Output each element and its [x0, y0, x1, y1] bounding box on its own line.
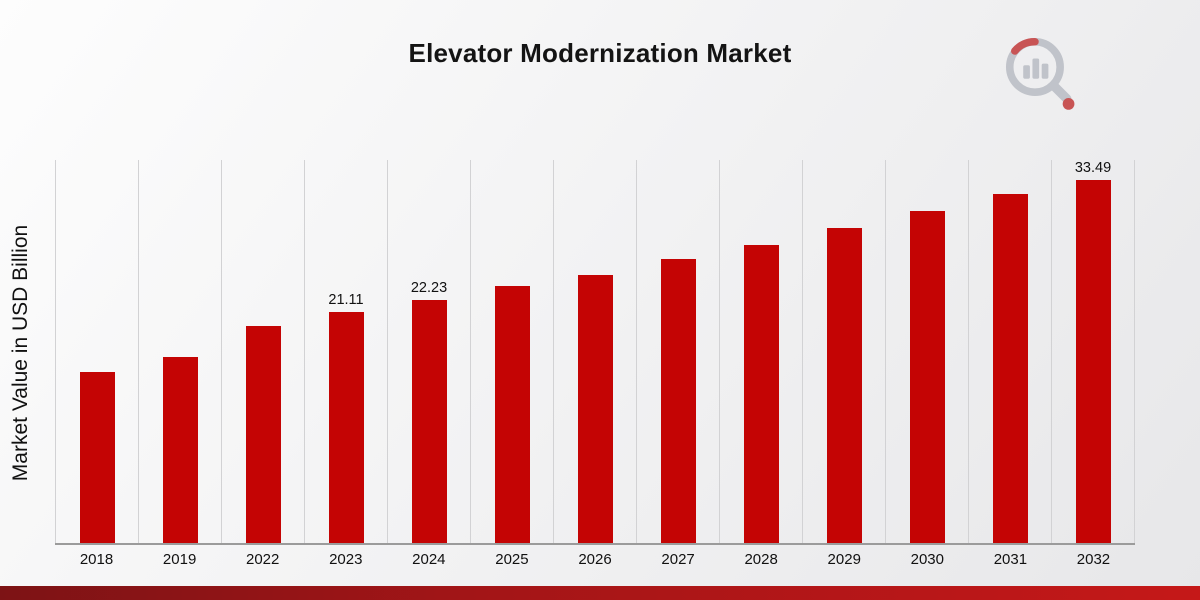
bar-column-2024: 22.23: [387, 160, 470, 543]
x-tick-label-2031: 2031: [993, 551, 1028, 568]
bar-2019: [162, 356, 198, 543]
bar-column-2025: [470, 160, 553, 543]
bar-column-2018: [55, 160, 138, 543]
bar-2028: [743, 245, 779, 543]
x-tick-label-2028: 2028: [744, 551, 778, 568]
brand-logo-icon: [1005, 37, 1075, 110]
bar-column-2029: [802, 160, 885, 543]
bar-column-2027: [636, 160, 719, 543]
bar-2025: [494, 285, 530, 543]
bar-value-label-2032: 33.49: [1074, 160, 1112, 176]
chart-header: Elevator Modernization Market: [0, 38, 1200, 69]
bar-2032: [1075, 180, 1111, 543]
bar-column-2030: [885, 160, 968, 543]
x-tick-label-2027: 2027: [661, 551, 695, 568]
bar-column-2028: [719, 160, 802, 543]
bar-column-2022: [221, 160, 304, 543]
x-tick-label-2024: 2024: [412, 551, 446, 568]
x-tick-label-2025: 2025: [495, 551, 529, 568]
x-tick-label-2023: 2023: [329, 551, 363, 568]
bar-2026: [577, 274, 613, 543]
plot-area: 21.11 22.23 33.49: [55, 160, 1135, 545]
bar-column-2026: [553, 160, 636, 543]
bar-2023: [328, 312, 364, 543]
x-tick-label-2032: 2032: [1076, 551, 1111, 568]
x-tick-label-2018: 2018: [79, 551, 114, 568]
y-axis-label: Market Value in USD Billion: [9, 224, 33, 481]
x-axis-labels: 2018 2019 2022 2023 2024 2025 2026 2027 2028 2029…: [55, 551, 1135, 568]
bar-2031: [992, 193, 1028, 543]
bar-2029: [826, 227, 862, 543]
bar-2022: [245, 326, 281, 543]
x-tick-label-2026: 2026: [578, 551, 612, 568]
x-tick-label-2030: 2030: [910, 551, 944, 568]
bar-column-2019: [138, 160, 221, 543]
bottom-red-ribbon: [0, 586, 1200, 600]
bar-column-2031: [968, 160, 1051, 543]
bar-2030: [909, 211, 945, 543]
bar-2018: [79, 372, 115, 543]
bar-column-2023: 21.11: [304, 160, 387, 543]
x-tick-label-2019: 2019: [162, 551, 197, 568]
y-axis-label-wrap: Market Value in USD Billion: [4, 160, 38, 545]
bar-column-2032: 33.49: [1051, 160, 1135, 543]
x-tick-label-2022: 2022: [246, 551, 280, 568]
bar-value-label-2023: 21.11: [328, 292, 364, 308]
x-tick-label-2029: 2029: [827, 551, 861, 568]
bar-2027: [660, 258, 696, 543]
bar-2024: [411, 299, 447, 543]
chart-title: Elevator Modernization Market: [408, 38, 792, 68]
bar-value-label-2024: 22.23: [410, 279, 448, 296]
